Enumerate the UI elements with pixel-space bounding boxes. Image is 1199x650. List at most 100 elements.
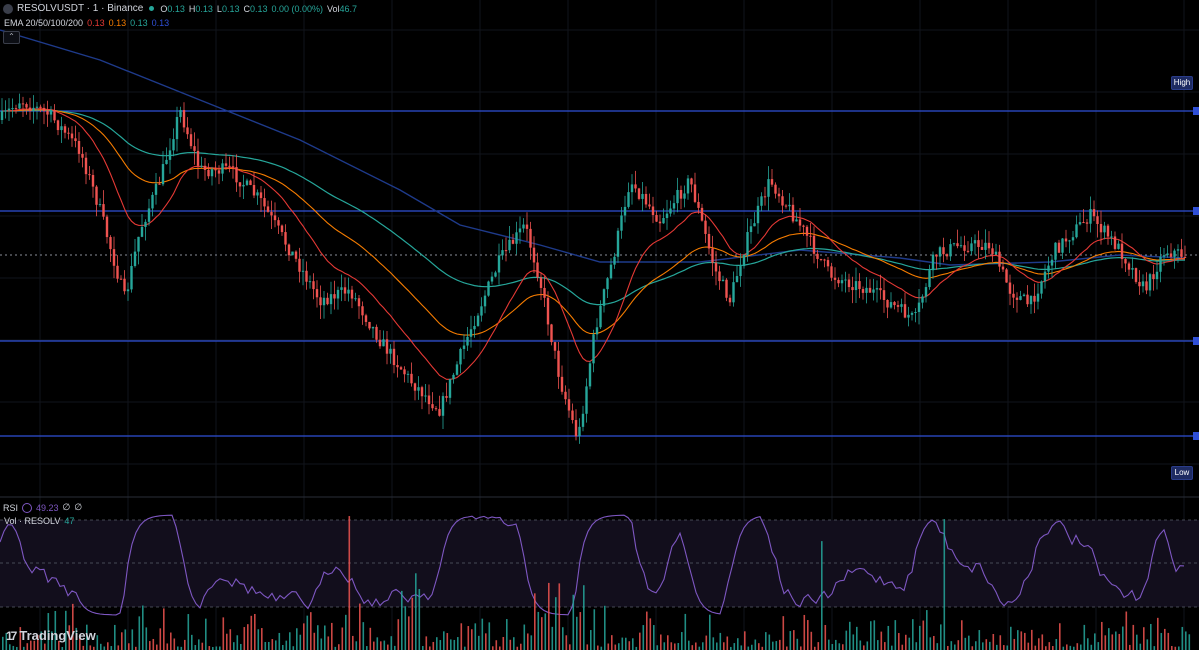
candle-body: [697, 201, 700, 208]
rsi-legend[interactable]: RSI 49.23 ∅ ∅: [3, 502, 82, 513]
volume-bar: [555, 597, 557, 650]
volume-bar: [58, 640, 60, 650]
candle-body: [28, 107, 32, 111]
candle-body: [235, 167, 238, 183]
volume-bar: [849, 621, 851, 650]
candle-body: [686, 178, 690, 194]
candle-body: [1106, 225, 1110, 237]
volume-bar: [852, 634, 855, 650]
candle: [714, 251, 718, 286]
candle: [1148, 272, 1152, 297]
candle: [259, 185, 263, 212]
candle: [802, 224, 805, 236]
candle-body: [175, 116, 179, 140]
candle-body: [518, 228, 522, 233]
candle: [704, 214, 707, 243]
candle-body: [662, 218, 665, 224]
ema-legend[interactable]: EMA 20/50/100/200 0.13 0.13 0.13 0.13: [4, 18, 169, 28]
candle: [917, 289, 921, 325]
candle: [1008, 274, 1012, 306]
candle-body: [753, 223, 756, 227]
candle-body: [207, 169, 210, 177]
candle-body: [735, 276, 739, 283]
volume-label[interactable]: Vol · RESOLV: [4, 516, 61, 526]
candle: [1085, 218, 1089, 233]
volume-bar: [940, 624, 942, 650]
candle: [1022, 293, 1026, 297]
candle: [1103, 221, 1106, 240]
candle: [200, 156, 203, 168]
ema50-value: 0.13: [108, 18, 127, 28]
candle-body: [1040, 281, 1043, 294]
candle-body: [1152, 274, 1155, 280]
candle-body: [406, 373, 410, 375]
volume-bar: [411, 597, 414, 650]
volume-bar: [212, 646, 214, 650]
candle-body: [1036, 293, 1040, 302]
candle: [1099, 210, 1103, 245]
sr-level-handle: [1193, 107, 1199, 115]
candle-body: [186, 127, 189, 135]
volume-bar: [751, 644, 753, 650]
volume-bar: [261, 628, 263, 650]
candle: [774, 182, 777, 199]
candle-body: [900, 304, 903, 307]
candle-body: [522, 224, 525, 229]
low-price-tag[interactable]: Low: [1171, 466, 1193, 480]
volume-bar: [471, 629, 473, 650]
candle: [676, 177, 679, 213]
candle: [865, 277, 868, 304]
candle-body: [448, 379, 452, 398]
symbol-title[interactable]: RESOLVUSDT · 1 · Binance: [17, 3, 144, 14]
candle-body: [802, 225, 805, 227]
candle: [980, 239, 984, 250]
volume-bar: [1115, 631, 1117, 650]
collapse-legend-button[interactable]: ⌃: [3, 31, 20, 44]
candle-body: [203, 165, 207, 170]
candle: [1166, 245, 1169, 258]
candle: [1180, 238, 1183, 259]
volume-bar: [1052, 646, 1054, 650]
volume-bar: [723, 642, 725, 650]
volume-bar: [313, 632, 316, 650]
volume-bar: [415, 573, 417, 650]
candle: [126, 282, 130, 301]
ema-label[interactable]: EMA 20/50/100/200: [4, 18, 84, 28]
volume-bar: [362, 622, 365, 650]
candle-body: [788, 204, 791, 207]
volume-bar: [240, 643, 242, 650]
volume-legend[interactable]: Vol · RESOLV 47: [4, 516, 74, 526]
volume-bar: [614, 644, 617, 650]
candle-body: [826, 260, 830, 267]
rsi-label[interactable]: RSI: [3, 502, 19, 513]
volume-bar: [310, 612, 312, 650]
candle: [490, 271, 494, 285]
volume-bar: [198, 639, 200, 650]
volume-bar: [425, 636, 428, 650]
candle: [581, 405, 585, 432]
candle-body: [1026, 294, 1029, 305]
candle-body: [56, 120, 60, 131]
candle-body: [690, 178, 693, 185]
candle: [130, 253, 133, 293]
volume-bar: [492, 646, 494, 650]
candle: [977, 230, 980, 259]
rsi-pane: [0, 514, 1199, 616]
volume-bar: [464, 646, 466, 650]
volume-bar: [201, 642, 204, 650]
candle: [42, 103, 46, 125]
volume-bar: [961, 620, 963, 650]
candle: [88, 165, 91, 180]
tradingview-logo[interactable]: 17 TradingView: [6, 628, 96, 643]
candle: [679, 185, 683, 210]
symbol-legend[interactable]: RESOLVUSDT · 1 · Binance O 0.13 H 0.13 L 0.…: [3, 3, 357, 14]
volume-bar: [303, 623, 305, 650]
candle: [529, 221, 532, 260]
candle-body: [942, 247, 945, 255]
candle-body: [455, 364, 459, 375]
candle: [1043, 264, 1047, 289]
candle: [28, 97, 32, 120]
high-price-tag[interactable]: High: [1171, 76, 1193, 90]
volume-bar: [999, 635, 1002, 650]
